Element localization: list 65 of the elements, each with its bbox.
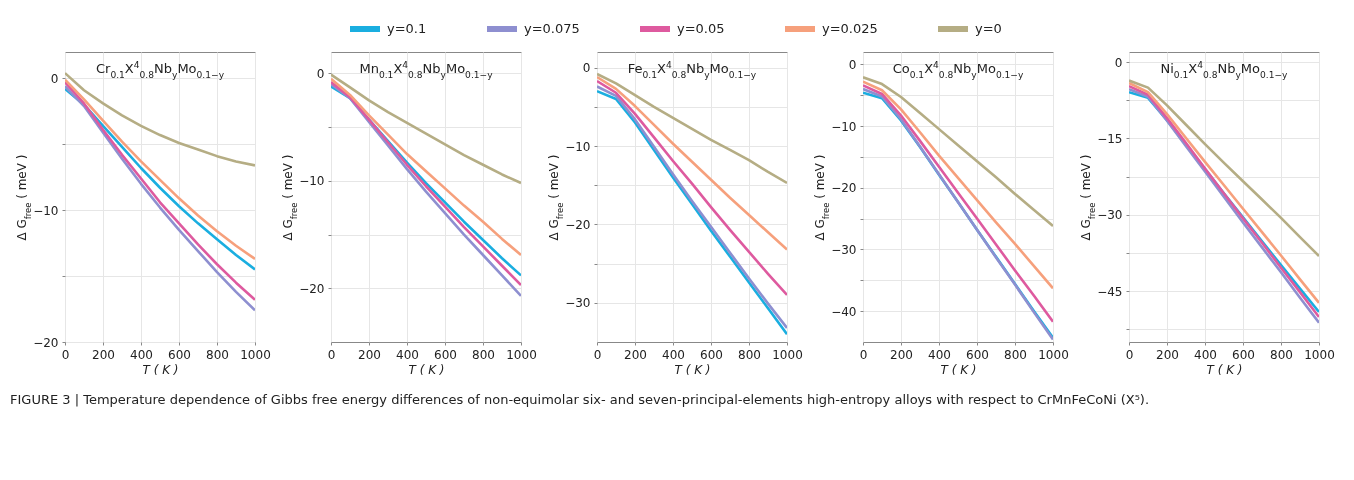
y-tick-label: 0 [848,57,857,72]
x-tick-label: 200 [624,347,647,362]
y-tick-label: −10 [831,119,857,134]
y-tick-label: −40 [831,304,857,319]
x-tick-label: 800 [206,347,229,362]
x-tick-label: 600 [168,347,191,362]
x-tick-label: 600 [434,347,457,362]
legend-label: y=0.025 [822,21,878,36]
caption: FIGURE 3 | Temperature dependence of Gibbs free energy differences of non-equimolar six- and seven-principal-elements high-entropy alloys with respect to CrMnFeCoNi (X⁵). [10,391,1151,409]
x-axis-title: T ( K ) [940,362,977,377]
y-tick-label: 0 [1114,55,1123,70]
y-tick-label: −10 [565,139,591,154]
y-tick-label: 0 [50,71,59,86]
x-axis-title: T ( K ) [408,362,445,377]
x-tick-label: 400 [396,347,419,362]
y-tick-label: −10 [33,203,59,218]
x-tick-label: 1000 [772,347,803,362]
x-tick-label: 1000 [506,347,537,362]
x-tick-label: 200 [92,347,115,362]
x-tick-label: 1000 [1304,347,1335,362]
x-tick-label: 0 [1125,347,1134,362]
x-axis-title: T ( K ) [674,362,711,377]
x-axis-title: T ( K ) [1206,362,1243,377]
x-tick-label: 600 [1232,347,1255,362]
y-tick-label: −45 [1097,284,1123,299]
x-tick-label: 400 [130,347,153,362]
x-tick-label: 200 [358,347,381,362]
x-tick-label: 800 [1270,347,1293,362]
y-tick-label: −10 [299,174,325,189]
x-tick-label: 800 [738,347,761,362]
legend-label: y=0.1 [387,21,427,36]
x-tick-label: 200 [1156,347,1179,362]
y-tick-label: 0 [582,61,591,76]
legend-label: y=0.05 [677,21,725,36]
x-tick-label: 800 [472,347,495,362]
legend-label: y=0.075 [524,21,580,36]
x-tick-label: 0 [859,347,868,362]
x-tick-label: 800 [1004,347,1027,362]
x-tick-label: 400 [1194,347,1217,362]
chart-title: Co$_{0.1}$X$^{4}$$_{0.8}$Nb$_{y}$Mo$_{0.1−y}$ [892,60,1024,80]
legend-label: y=0 [975,21,1002,36]
x-tick-label: 400 [662,347,685,362]
y-tick-label: −20 [299,281,325,296]
x-tick-label: 1000 [240,347,271,362]
x-tick-label: 1000 [1038,347,1069,362]
y-tick-label: −20 [831,181,857,196]
x-tick-label: 0 [61,347,70,362]
x-tick-label: 600 [966,347,989,362]
x-tick-label: 600 [700,347,723,362]
x-tick-label: 0 [593,347,602,362]
y-tick-label: −20 [33,335,59,350]
y-tick-label: −15 [1097,131,1123,146]
x-tick-label: 200 [890,347,913,362]
x-tick-label: 0 [327,347,336,362]
y-tick-label: −30 [831,242,857,257]
y-tick-label: −30 [565,296,591,311]
chart-title: Ni$_{0.1}$X$^{4}$$_{0.8}$Nb$_{y}$Mo$_{0.1−y}$ [1160,60,1288,80]
y-tick-label: −30 [1097,208,1123,223]
y-tick-label: −20 [565,217,591,232]
x-tick-label: 400 [928,347,951,362]
chart-title: Mn$_{0.1}$X$^{4}$$_{0.8}$Nb$_{y}$Mo$_{0.1−y}$ [359,60,493,80]
chart-title: Fe$_{0.1}$X$^{4}$$_{0.8}$Nb$_{y}$Mo$_{0.1−y}$ [627,60,757,80]
y-tick-label: 0 [316,66,325,81]
x-axis-title: T ( K ) [142,362,179,377]
chart-title: Cr$_{0.1}$X$^{4}$$_{0.8}$Nb$_{y}$Mo$_{0.1−y}$ [95,60,225,80]
